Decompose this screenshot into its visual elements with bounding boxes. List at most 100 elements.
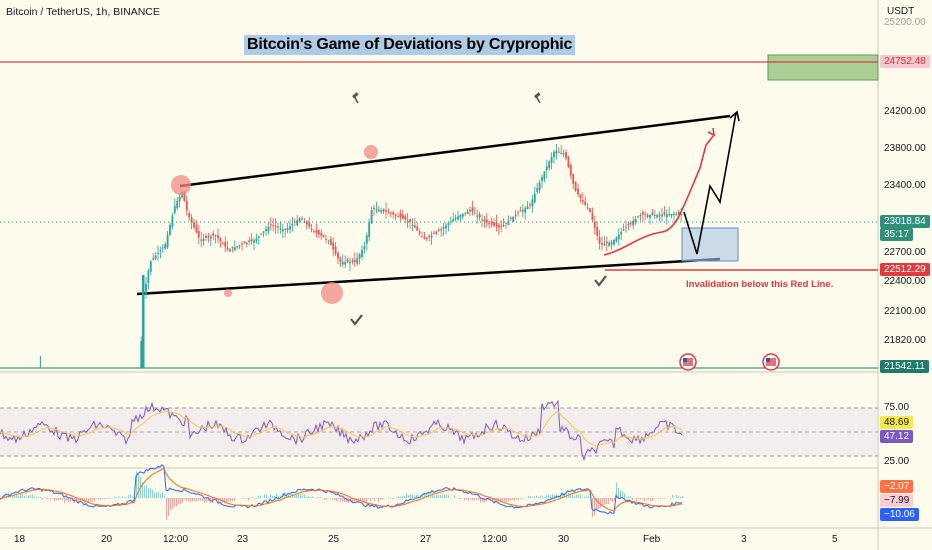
macd-histogram-bar xyxy=(536,495,537,498)
macd-histogram-bar xyxy=(408,495,409,498)
deviation-marker-top-1[interactable] xyxy=(171,175,191,195)
macd-histogram-bar xyxy=(144,485,145,498)
candle-body xyxy=(301,218,303,220)
candle-body xyxy=(680,214,683,216)
macd-histogram-bar xyxy=(464,498,465,501)
us-event-flag-icon[interactable] xyxy=(762,353,780,371)
candle-body xyxy=(296,220,299,226)
macd-histogram-bar xyxy=(60,498,61,500)
candle-body xyxy=(320,232,323,236)
candle-body xyxy=(166,234,169,248)
rsi-signal-line[interactable] xyxy=(0,410,683,447)
rsi-value-tag[interactable]: 47.12 xyxy=(880,430,914,443)
macd-histogram-bar xyxy=(400,496,401,498)
price-tag-resistance[interactable]: 24752.48 xyxy=(880,55,930,68)
macd-histogram-bar xyxy=(338,498,339,500)
projection-path-black[interactable] xyxy=(683,112,737,255)
candle-body xyxy=(226,247,229,250)
macd-line-tag[interactable]: −10.06 xyxy=(880,508,919,521)
price-tag-current[interactable]: 23018.84 xyxy=(880,215,930,228)
candle-body xyxy=(380,210,383,213)
macd-histogram-bar xyxy=(508,498,509,502)
macd-histogram-bar xyxy=(364,498,365,503)
candle-body xyxy=(529,204,531,206)
macd-histogram-bar xyxy=(388,496,389,498)
candle-body xyxy=(214,235,217,237)
projection-path-red[interactable] xyxy=(603,134,715,256)
macd-histogram-bar xyxy=(308,496,309,498)
currency-label[interactable]: USDT xyxy=(887,6,915,17)
macd-histogram-bar xyxy=(372,498,373,500)
macd-histogram-bar xyxy=(172,498,173,509)
macd-histogram-bar xyxy=(138,474,139,498)
rsi-signal-tag[interactable]: 48.69 xyxy=(880,416,914,429)
macd-histogram-bar xyxy=(582,497,583,498)
macd-histogram-bar xyxy=(36,497,37,498)
channel-upper-line[interactable] xyxy=(179,114,731,188)
macd-histogram-bar xyxy=(158,492,159,498)
macd-signal-tag[interactable]: −2.07 xyxy=(880,480,914,493)
candle-body xyxy=(524,208,527,213)
candle-body xyxy=(334,246,337,254)
symbol-label[interactable]: Bitcoin / TetherUS, 1h, BINANCE xyxy=(6,6,160,18)
support-zone[interactable] xyxy=(681,227,739,262)
price-tag-invalidation[interactable]: 22512.29 xyxy=(880,263,930,276)
rsi-line[interactable] xyxy=(0,399,683,462)
deviation-marker-top-2[interactable] xyxy=(364,145,378,159)
macd-histogram-bar xyxy=(554,495,555,498)
macd-histogram-bar xyxy=(246,498,247,499)
candle-body xyxy=(255,238,258,242)
candle-body xyxy=(464,212,467,214)
macd-histogram-bar xyxy=(510,498,511,501)
candle-body xyxy=(447,223,450,225)
price-tag-low[interactable]: 21542.11 xyxy=(880,360,929,373)
macd-histogram-bar xyxy=(190,498,191,502)
price-tick: 23800.00 xyxy=(884,143,926,154)
candle-body xyxy=(265,229,267,232)
macd-histogram-bar xyxy=(232,498,233,502)
target-zone[interactable] xyxy=(767,54,879,81)
candle-body xyxy=(632,220,635,226)
candle-body xyxy=(425,237,428,239)
time-axis-label: 3 xyxy=(741,534,747,545)
macd-histogram-bar xyxy=(366,498,367,503)
candle-body xyxy=(627,224,630,226)
macd-histogram-bar xyxy=(16,494,17,498)
macd-hist-tag[interactable]: −7.99 xyxy=(880,494,914,507)
candle-body xyxy=(291,224,294,226)
macd-histogram-bar xyxy=(620,490,621,498)
candle-body xyxy=(577,188,579,195)
macd-histogram-bar xyxy=(64,498,65,504)
candle-body xyxy=(505,222,507,224)
macd-histogram-bar xyxy=(18,495,19,498)
macd-histogram-bar xyxy=(608,498,609,504)
candle-body xyxy=(449,221,452,223)
candle-body xyxy=(615,237,618,242)
channel-lower-line[interactable] xyxy=(136,257,721,296)
us-event-flag-icon[interactable] xyxy=(679,353,697,371)
macd-histogram-bar xyxy=(118,496,119,498)
macd-histogram-bar xyxy=(316,498,317,499)
candle-body xyxy=(608,242,611,247)
macd-histogram-bar xyxy=(580,494,581,498)
macd-histogram-bar xyxy=(14,495,15,498)
deviation-marker-bottom-1[interactable] xyxy=(321,282,343,304)
macd-signal-line[interactable] xyxy=(0,468,683,512)
macd-line[interactable] xyxy=(0,463,683,515)
macd-histogram-bar xyxy=(538,497,539,498)
macd-histogram-bar xyxy=(216,498,217,501)
candle-body xyxy=(622,229,625,231)
candle-body xyxy=(257,236,260,238)
deviation-marker-bottom-2[interactable] xyxy=(224,289,232,297)
candle-body xyxy=(488,223,491,225)
candle-body xyxy=(661,214,663,217)
candle-body xyxy=(382,208,385,212)
candle-body xyxy=(193,222,195,228)
price-tick: 23400.00 xyxy=(884,180,926,191)
candle-body xyxy=(279,228,282,230)
candle-body xyxy=(219,238,222,242)
macd-histogram-bar xyxy=(110,498,111,499)
macd-histogram-bar xyxy=(156,492,157,498)
macd-histogram-bar xyxy=(266,494,267,498)
